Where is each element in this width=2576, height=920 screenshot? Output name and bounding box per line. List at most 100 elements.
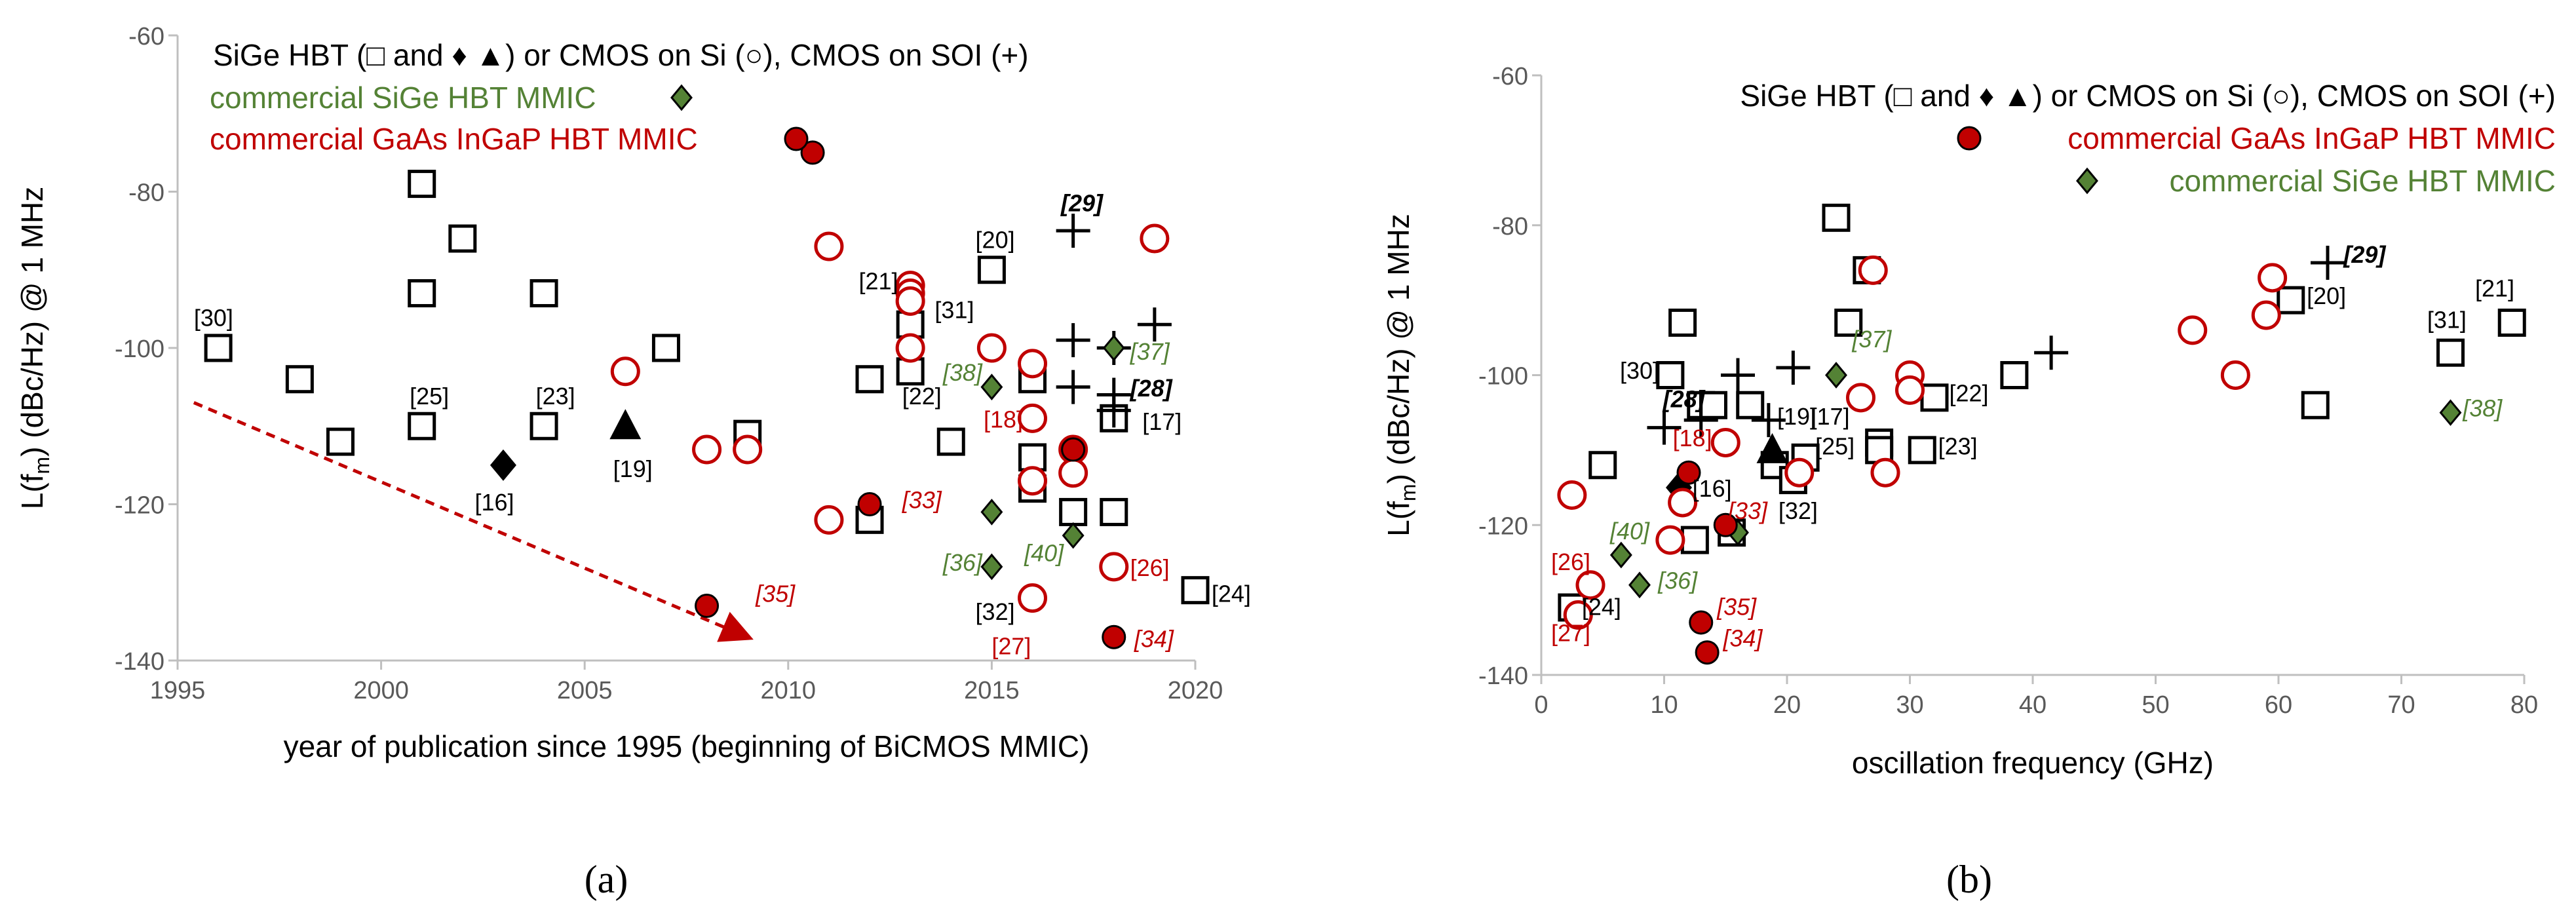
data-point-circle bbox=[895, 286, 925, 316]
reference-label: [25] bbox=[1815, 433, 1855, 460]
data-point-circle bbox=[1846, 383, 1875, 413]
data-point-circle bbox=[895, 333, 925, 363]
legend-marker-diamond-green bbox=[2076, 167, 2098, 195]
data-point-square bbox=[896, 357, 925, 386]
data-point-plus bbox=[1096, 393, 1131, 428]
legend-entry: SiGe HBT (□ and ♦ ▲) or CMOS on Si (○), … bbox=[213, 38, 1029, 72]
reference-label: [19] bbox=[1777, 403, 1817, 430]
data-point-square bbox=[1588, 451, 1617, 480]
y-axis-label-subscript: m bbox=[1396, 484, 1420, 501]
reference-label: [20] bbox=[976, 226, 1015, 253]
data-point-square bbox=[896, 310, 925, 339]
data-point-square bbox=[1908, 436, 1936, 465]
reference-label: [23] bbox=[1938, 433, 1978, 460]
x-tick-label: 2020 bbox=[1168, 677, 1223, 704]
data-point-dot-red bbox=[1102, 624, 1126, 649]
data-point-circle bbox=[2220, 360, 2250, 390]
data-point-dot-red bbox=[1689, 610, 1714, 635]
reference-label: [21] bbox=[2475, 275, 2514, 301]
reference-label: [35] bbox=[1716, 594, 1757, 621]
reference-label: [37] bbox=[1130, 338, 1170, 365]
reference-label: [24] bbox=[1212, 581, 1251, 607]
x-tick-label: 40 bbox=[2019, 691, 2047, 719]
data-point-plus bbox=[1751, 403, 1786, 438]
data-point-dot-red bbox=[800, 140, 825, 165]
data-point-plus bbox=[1056, 370, 1090, 404]
reference-label: [27] bbox=[1551, 620, 1590, 647]
data-point-circle bbox=[1018, 583, 1048, 613]
reference-label: [20] bbox=[2307, 282, 2346, 309]
data-point-circle bbox=[2178, 315, 2208, 345]
y-axis-label-part: ) (dBc/Hz) @ 1 MHz bbox=[1381, 214, 1415, 484]
data-point-circle bbox=[1575, 570, 1605, 600]
x-tick-label: 2000 bbox=[353, 677, 409, 704]
reference-label: [34] bbox=[1134, 626, 1174, 653]
data-point-square bbox=[1100, 497, 1128, 526]
data-point-square bbox=[855, 365, 884, 394]
data-point-plus bbox=[2311, 245, 2345, 280]
reference-label: [29] bbox=[2343, 241, 2386, 268]
data-point-circle bbox=[1858, 255, 1888, 285]
y-axis-label-subscript: m bbox=[30, 457, 54, 474]
data-point-circle bbox=[1655, 525, 1685, 555]
legend-entry: commercial SiGe HBT MMIC bbox=[2169, 164, 2556, 198]
data-point-circle bbox=[976, 333, 1007, 363]
y-axis-label-part: L(f bbox=[1381, 501, 1415, 537]
reference-label: [32] bbox=[976, 598, 1015, 625]
data-point-square bbox=[1656, 361, 1685, 389]
reference-label: [18] bbox=[1673, 425, 1712, 451]
data-point-triangle bbox=[609, 409, 642, 440]
reference-label: [22] bbox=[902, 383, 942, 410]
data-point-diamond-green bbox=[980, 374, 1003, 400]
data-point-square bbox=[651, 334, 680, 362]
legend-entry: commercial GaAs InGaP HBT MMIC bbox=[210, 122, 698, 156]
reference-label: [29] bbox=[1060, 189, 1104, 216]
y-tick-label: -60 bbox=[1492, 63, 1528, 90]
caption-b: (b) bbox=[1946, 858, 1992, 901]
x-tick-label: 2015 bbox=[964, 677, 1020, 704]
data-point-diamond-green bbox=[980, 553, 1003, 581]
x-tick-label: 20 bbox=[1773, 691, 1801, 719]
reference-label: [22] bbox=[1950, 380, 1989, 407]
data-point-circle bbox=[1058, 458, 1088, 488]
reference-label: [23] bbox=[536, 383, 575, 410]
chart-panel-b: -140 -120 -100 -80 -60 0 10 20 30 40 50 60 70 80 oscil… bbox=[1381, 63, 2556, 780]
y-tick-label: -100 bbox=[115, 335, 164, 363]
data-point-dot-red bbox=[695, 594, 720, 619]
reference-label: [16] bbox=[1693, 475, 1732, 502]
x-tick-label: 30 bbox=[1896, 691, 1923, 719]
reference-label: [34] bbox=[1723, 625, 1763, 652]
data-point-triangle bbox=[1756, 432, 1788, 463]
data-point-square bbox=[2497, 308, 2526, 337]
x-tick-label: 60 bbox=[2265, 691, 2292, 719]
y-tick-label: -80 bbox=[1492, 213, 1528, 240]
data-point-circle bbox=[733, 434, 763, 465]
y-axis-label-part: L(f bbox=[15, 474, 49, 509]
data-point-plus bbox=[1776, 351, 1811, 385]
data-point-circle bbox=[1710, 427, 1740, 457]
data-point-dot-red bbox=[1713, 512, 1738, 537]
data-point-circle bbox=[1099, 552, 1129, 582]
y-axis-label: L(fm) (dBc/Hz) @ 1 MHz bbox=[1381, 214, 1420, 537]
data-point-square bbox=[977, 256, 1006, 284]
reference-label: [17] bbox=[1142, 408, 1182, 435]
data-point-plus bbox=[1056, 323, 1090, 358]
x-tick-label: 2010 bbox=[761, 677, 817, 704]
reference-label: [28] bbox=[1663, 386, 1706, 413]
legend-marker-diamond-green bbox=[670, 84, 693, 111]
data-point-dot-red bbox=[857, 492, 882, 516]
data-point-diamond-green bbox=[2439, 399, 2462, 427]
reference-label: [38] bbox=[2462, 394, 2503, 421]
data-point-square bbox=[1668, 308, 1697, 337]
data-point-plus bbox=[2034, 335, 2069, 370]
data-point-square bbox=[1822, 203, 1851, 232]
data-point-square bbox=[1834, 308, 1863, 337]
legend-marker-dot-red bbox=[1957, 126, 1982, 151]
y-tick-label: -140 bbox=[1478, 662, 1528, 690]
data-point-square bbox=[2436, 338, 2465, 367]
data-point-square bbox=[1181, 576, 1210, 605]
reference-label: [30] bbox=[1620, 357, 1659, 384]
data-point-square bbox=[408, 279, 436, 308]
x-axis-label: year of publication since 1995 (beginnin… bbox=[284, 729, 1090, 763]
